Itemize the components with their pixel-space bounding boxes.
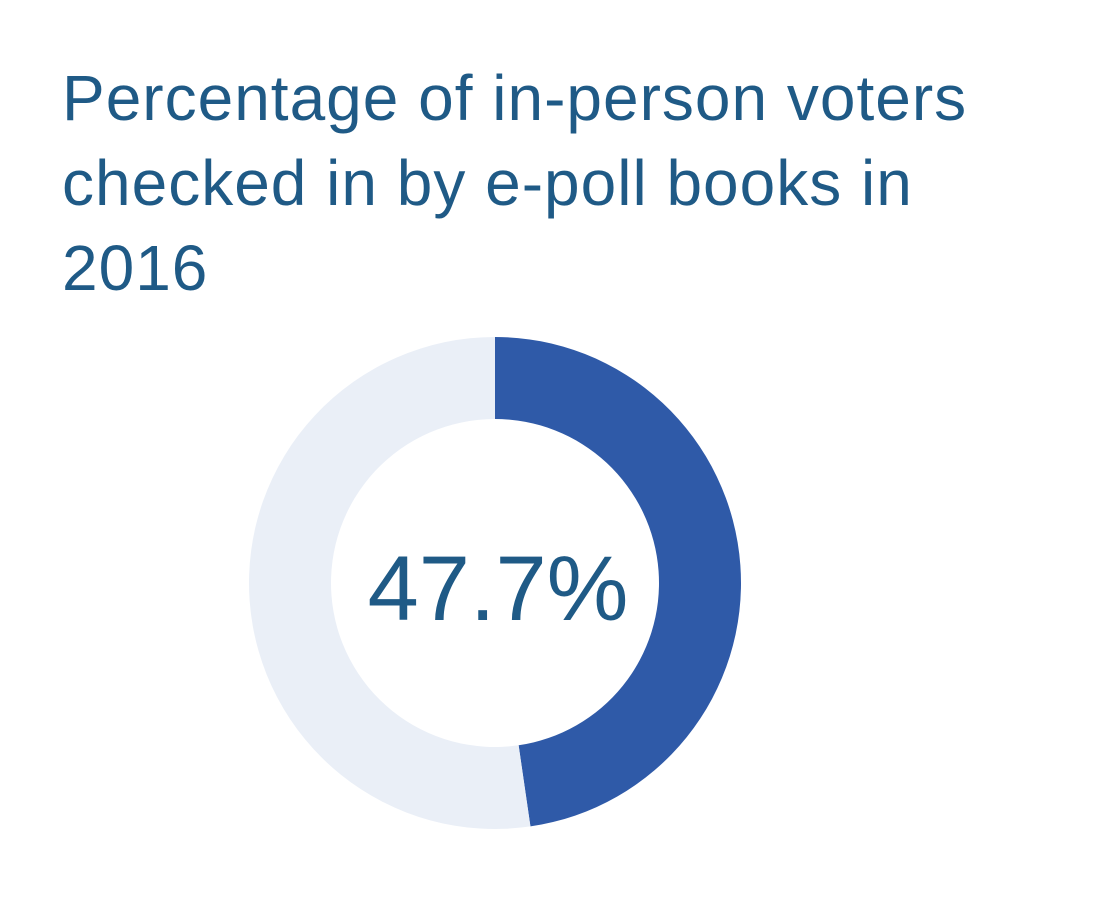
- donut-slice-remainder: [248, 337, 531, 829]
- center-percentage-label: 47.7%: [368, 538, 629, 640]
- donut-slice-e-poll-books: [495, 337, 741, 827]
- donut-slices: [248, 337, 741, 829]
- chart-title: Percentage of in-person voters checked i…: [62, 62, 968, 304]
